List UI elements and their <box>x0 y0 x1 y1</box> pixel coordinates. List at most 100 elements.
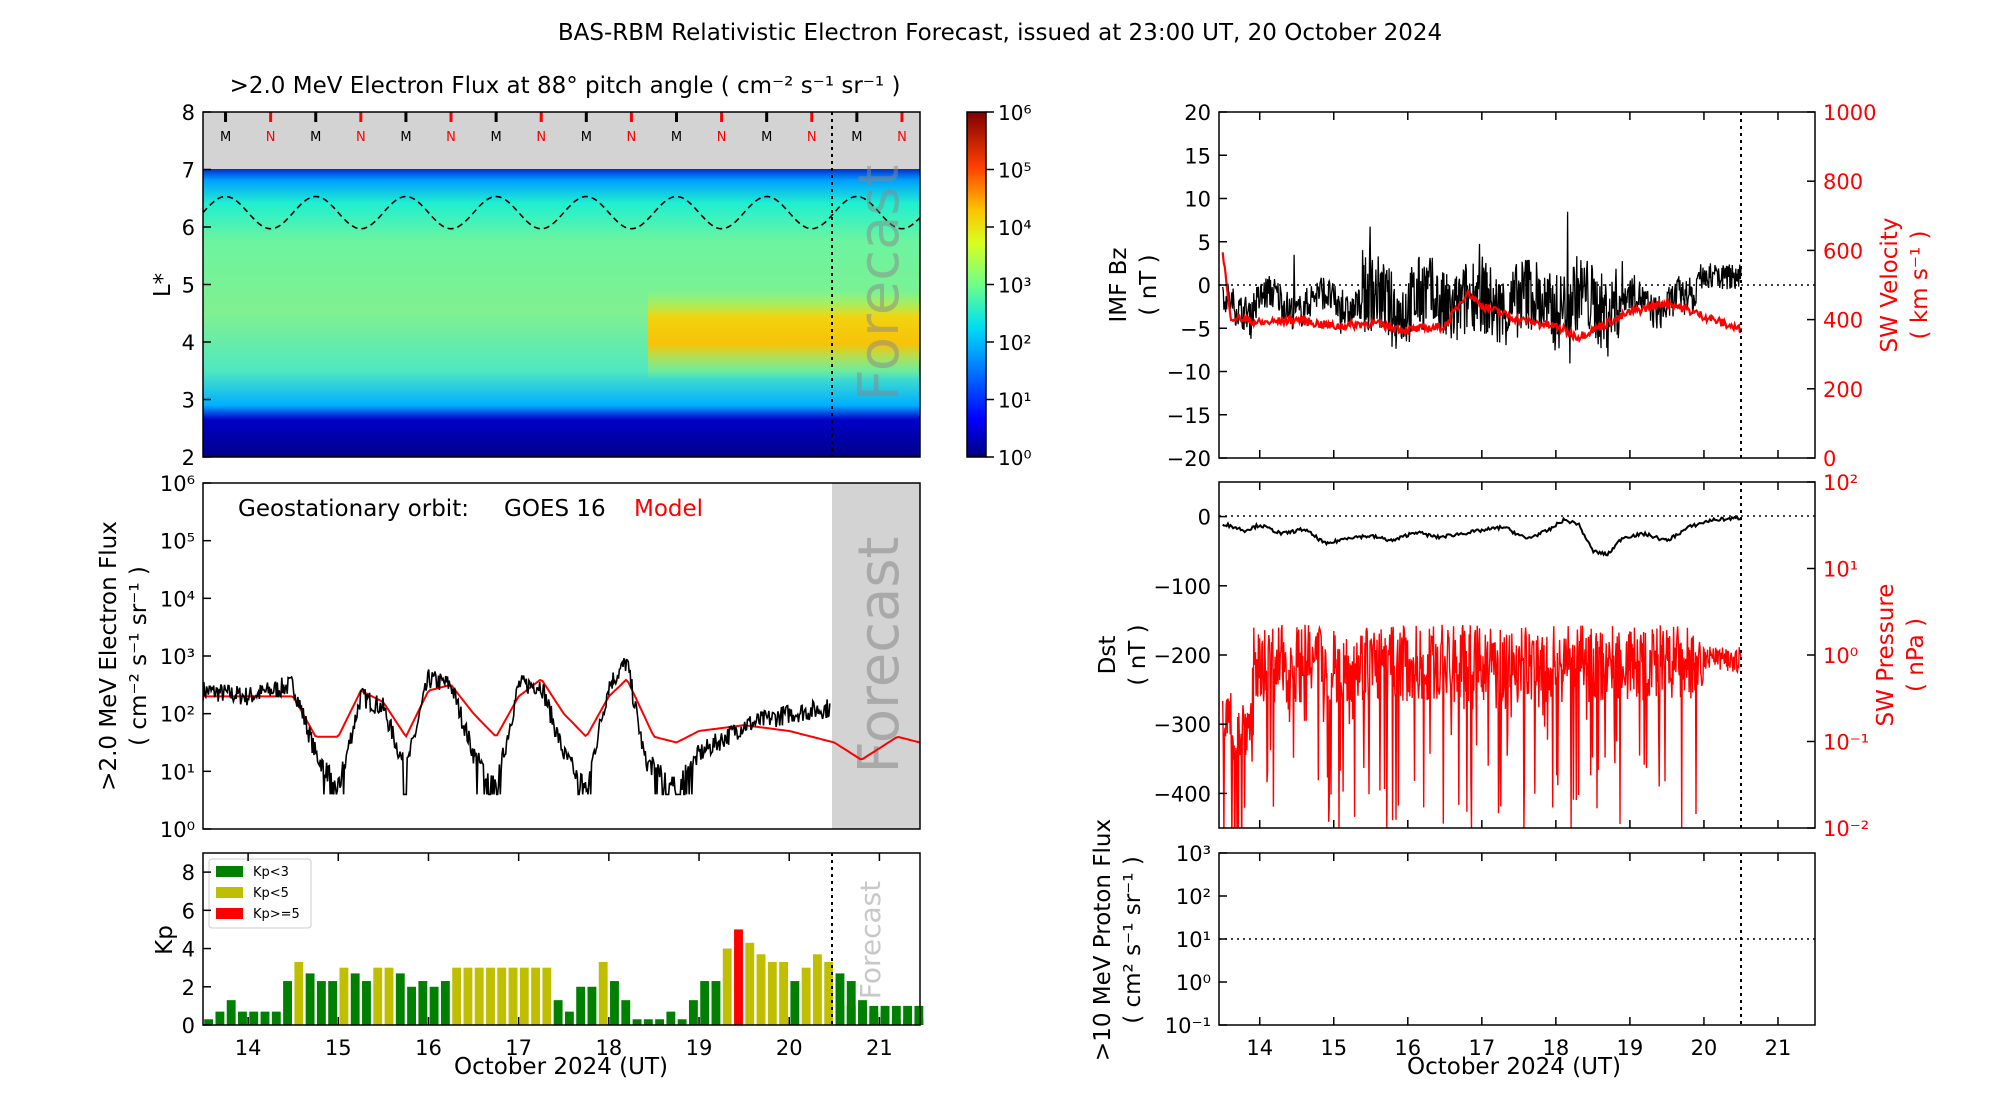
dst-ytick-label: −400 <box>1153 782 1211 806</box>
kp-legend-label-low: Kp<3 <box>253 865 289 880</box>
goes-ytick-label: 10² <box>160 703 195 727</box>
colorbar: 10⁰ 10¹ 10² 10³ 10⁴ 10⁵ 10⁶ <box>966 101 1031 470</box>
local-time-label: M <box>851 130 862 145</box>
local-time-label: M <box>491 130 502 145</box>
kp-bar <box>655 1019 665 1025</box>
local-time-label: M <box>581 130 592 145</box>
kp-bar <box>486 967 495 1025</box>
local-time-label: M <box>400 130 411 145</box>
flux-map-panel: >2.0 MeV Electron Flux at 88° pitch angl… <box>150 73 921 470</box>
local-time-label: N <box>266 130 276 145</box>
kp-forecast-bar <box>903 1005 913 1025</box>
proton-xtick-label: 18 <box>1543 1036 1570 1060</box>
local-time-label: M <box>761 130 772 145</box>
flux-map-ytick-label: 2 <box>182 446 195 470</box>
kp-legend-label-high: Kp>=5 <box>253 907 300 922</box>
kp-bar <box>779 961 789 1025</box>
sw-velocity-ytick-label: 1000 <box>1823 101 1876 125</box>
kp-bar <box>373 967 383 1025</box>
proton-axes: 10⁻¹ 10⁰ 10¹ 10² 10³ 14 15 16 17 18 19 20 21 <box>1165 842 1792 1060</box>
kp-legend-swatch-high <box>216 908 243 919</box>
kp-bar <box>440 981 450 1025</box>
proton-ytick-label: 10¹ <box>1176 928 1211 952</box>
kp-bar <box>576 986 586 1025</box>
dst-ylabel-line2: ( nT ) <box>1125 624 1151 685</box>
imf-ytick-label: 15 <box>1184 144 1211 168</box>
local-time-label: M <box>671 130 682 145</box>
imf-ytick-label: 0 <box>1198 274 1211 298</box>
colorbar-tick-label: 10³ <box>998 274 1031 298</box>
kp-bar <box>756 954 766 1025</box>
kp-bar <box>812 954 822 1025</box>
kp-bar <box>598 961 608 1025</box>
goes-flux-panel: Forecast Geostationary orbit: GOES 16 Mo… <box>96 472 921 842</box>
kp-bar <box>497 967 507 1025</box>
kp-bar <box>238 1011 247 1025</box>
kp-bar <box>621 1000 631 1025</box>
dst-panel: −400 −300 −200 −100 0 10⁻² 10⁻¹ 10⁰ 10¹ 10² Dst (… <box>1095 471 1929 841</box>
sw-pressure-ytick-label: 10⁻² <box>1823 817 1869 841</box>
kp-forecast-bar <box>869 1005 879 1025</box>
local-time-label: N <box>807 130 817 145</box>
colorbar-tick-label: 10⁰ <box>998 446 1031 470</box>
dst-ytick-label: −100 <box>1153 575 1211 599</box>
kp-bar <box>249 1011 259 1025</box>
imf-ylabel-line1: IMF Bz <box>1106 247 1132 322</box>
kp-bar <box>745 942 755 1025</box>
colorbar-scale <box>966 111 987 458</box>
proton-xtick-label: 20 <box>1691 1036 1718 1060</box>
kp-ylabel: Kp <box>152 925 178 955</box>
kp-bars <box>204 929 924 1025</box>
kp-xtick-label: 16 <box>415 1036 442 1060</box>
kp-bar <box>215 1011 225 1025</box>
kp-bar <box>226 1000 236 1025</box>
flux-map-ylabel: L* <box>150 273 176 297</box>
kp-bar <box>418 981 428 1025</box>
colorbar-tick-label: 10¹ <box>998 389 1031 413</box>
sw-velocity-ytick-label: 200 <box>1823 378 1863 402</box>
imf-ytick-label: −15 <box>1167 404 1211 428</box>
proton-ytick-label: 10² <box>1176 885 1211 909</box>
kp-bar <box>643 1019 653 1025</box>
kp-ytick-label: 6 <box>182 899 195 923</box>
flux-map-ytick-label: 6 <box>182 216 195 240</box>
sw-velocity-ylabel-line2: ( km s⁻¹ ) <box>1907 231 1933 340</box>
kp-bar <box>316 981 326 1025</box>
imf-ytick-label: 20 <box>1184 101 1211 125</box>
geo-orbit-lstar-curve <box>203 195 920 230</box>
local-time-label: N <box>356 130 366 145</box>
goes-forecast-shade <box>832 483 920 829</box>
sw-pressure-ytick-label: 10¹ <box>1823 558 1858 582</box>
kp-bar <box>688 1000 698 1025</box>
sw-pressure-ylabel-line2: ( nPa ) <box>1903 618 1929 692</box>
kp-bar <box>328 981 338 1025</box>
proton-ytick-label: 10⁰ <box>1176 971 1211 995</box>
kp-bar <box>553 1000 563 1025</box>
kp-bar <box>350 973 360 1025</box>
kp-forecast-bar <box>891 1005 901 1025</box>
sw-velocity-line <box>1221 252 1743 344</box>
kp-bar <box>463 967 473 1025</box>
colorbar-tick-label: 10² <box>998 331 1031 355</box>
goes-ytick-label: 10¹ <box>160 760 195 784</box>
kp-xtick-label: 17 <box>505 1036 532 1060</box>
local-time-label: N <box>536 130 546 145</box>
kp-bar <box>711 981 721 1025</box>
sw-velocity-ytick-label: 600 <box>1823 239 1863 263</box>
proton-ylabel-line2: ( cm² s⁻¹ sr⁻¹ ) <box>1120 856 1146 1024</box>
goes-ytick-label: 10⁵ <box>160 530 195 554</box>
local-time-label: N <box>897 130 907 145</box>
kp-bar <box>801 967 811 1025</box>
kp-bar <box>767 961 777 1025</box>
goes-forecast-watermark: Forecast <box>847 537 912 774</box>
flux-map-ytick-label: 5 <box>182 274 195 298</box>
local-time-label: N <box>717 130 727 145</box>
sw-velocity-ylabel-line1: SW Velocity <box>1877 218 1903 353</box>
kp-bar <box>294 961 304 1025</box>
dst-ytick-label: 0 <box>1198 506 1211 530</box>
kp-forecast-bar <box>835 1005 845 1025</box>
proton-ylabel-line1: >10 MeV Proton Flux <box>1090 819 1116 1061</box>
kp-bar <box>790 981 800 1025</box>
